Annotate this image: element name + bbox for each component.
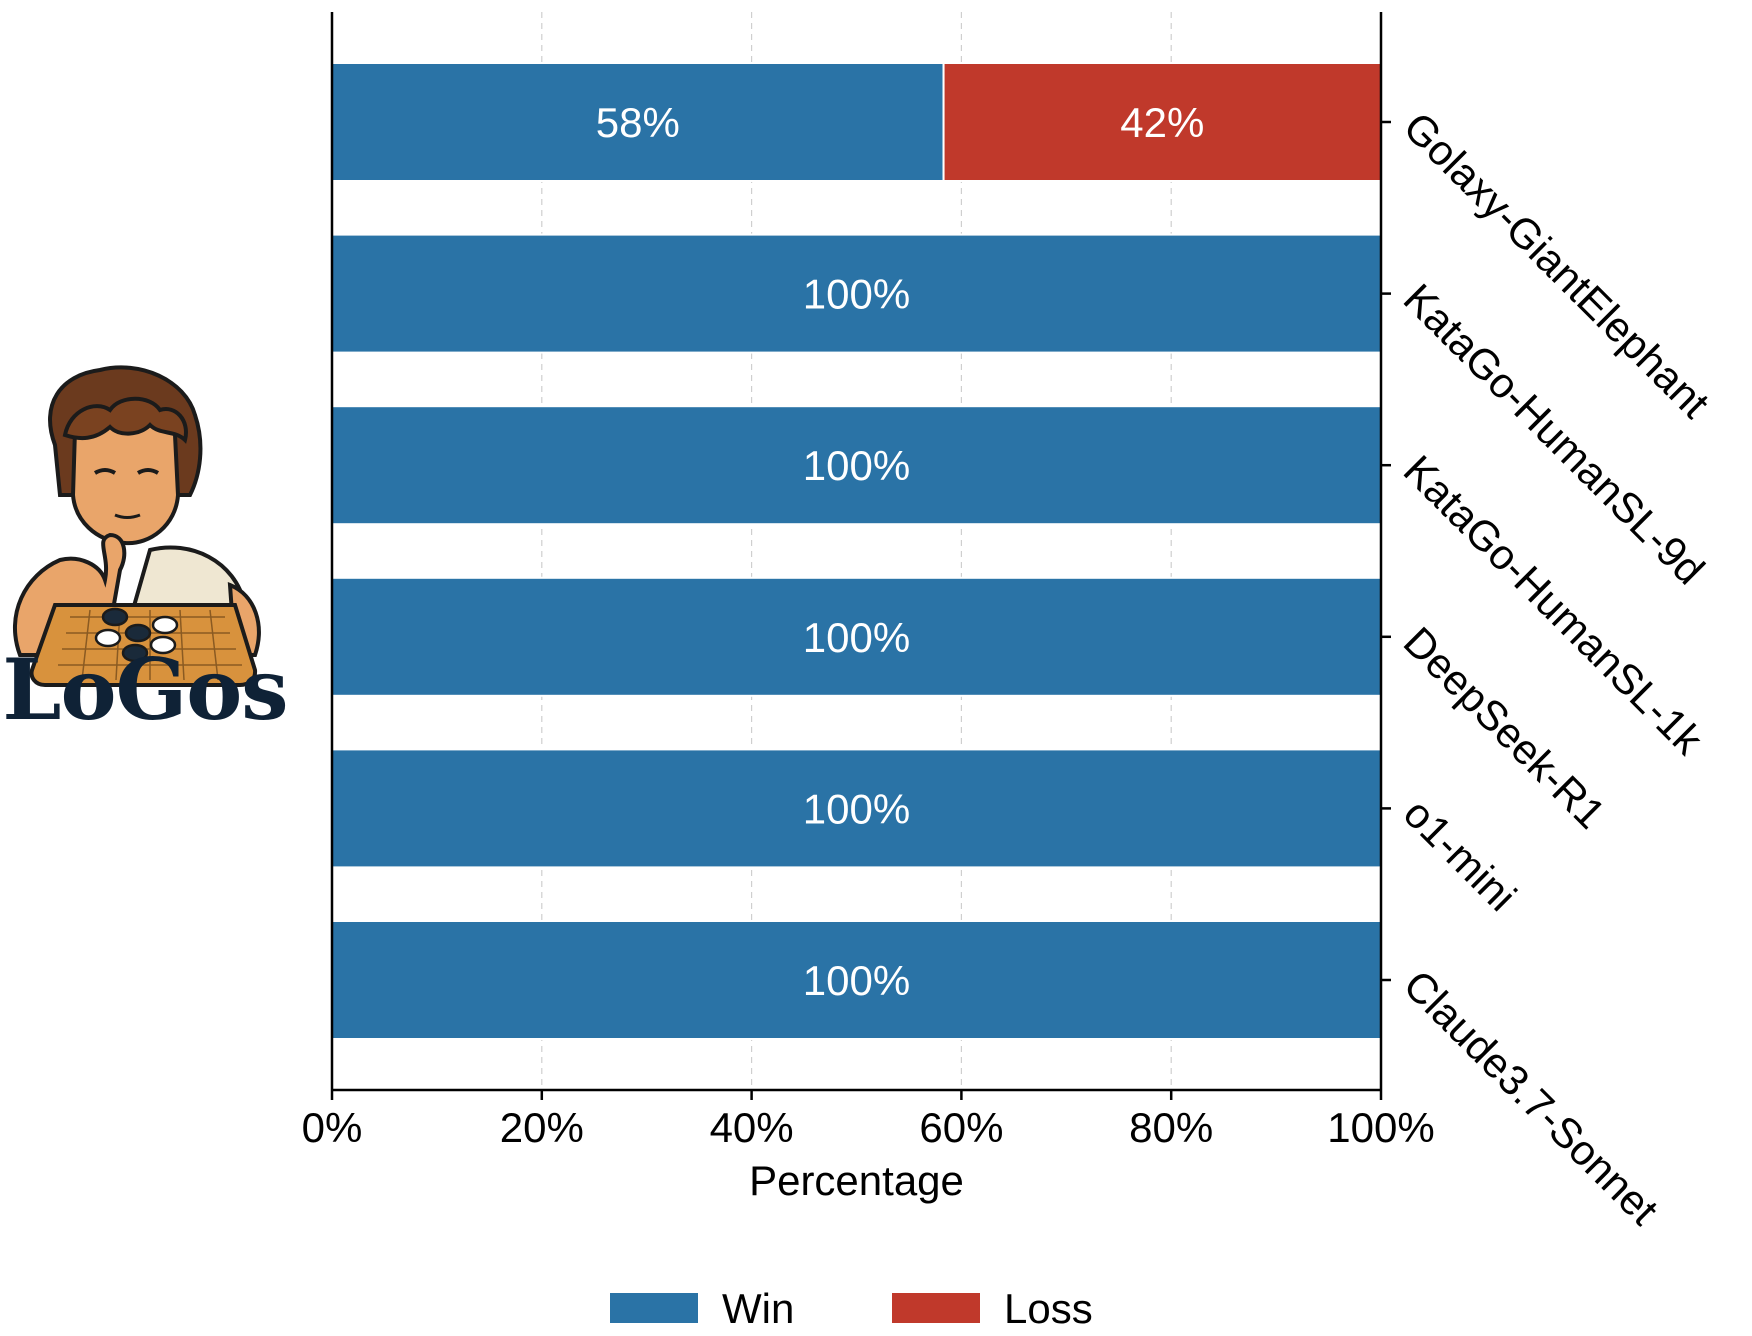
data-label: 42% <box>1120 99 1204 146</box>
x-tick-label: 80% <box>1129 1104 1213 1151</box>
data-label: 58% <box>596 99 680 146</box>
bar-loss <box>942 62 1383 182</box>
legend-swatch-loss <box>892 1293 980 1323</box>
data-label: 100% <box>803 442 910 489</box>
x-axis-title: Percentage <box>749 1157 964 1204</box>
category-label: Golaxy-GiantElephant <box>1395 103 1719 427</box>
bar-win <box>331 576 1382 697</box>
eye-left <box>93 468 117 475</box>
bar-win <box>331 920 1382 1040</box>
legend-label-loss: Loss <box>1004 1285 1093 1332</box>
bar-win <box>331 748 1382 869</box>
x-tick-label: 0% <box>302 1104 363 1151</box>
eye-right <box>136 468 160 475</box>
category-label: KataGo-HumanSL-1k <box>1395 446 1713 764</box>
logo-illustration <box>13 365 261 687</box>
category-label: Claude3.7-Sonnet <box>1395 961 1668 1234</box>
bar-win <box>331 405 1382 526</box>
logo-text: LoGos <box>2 640 288 739</box>
data-label: 100% <box>803 785 910 832</box>
x-tick-label: 60% <box>919 1104 1003 1151</box>
category-label: o1-mini <box>1395 789 1526 920</box>
data-label: 100% <box>803 271 910 318</box>
legend-swatch-win <box>610 1293 698 1323</box>
hair-curls <box>62 396 188 444</box>
data-label: 100% <box>803 614 910 661</box>
data-label: 100% <box>803 957 910 1004</box>
x-tick-label: 100% <box>1327 1104 1434 1151</box>
go-stones <box>94 607 179 663</box>
x-tick-label: 40% <box>710 1104 794 1151</box>
legend-label-win: Win <box>722 1285 794 1332</box>
bar-win <box>331 233 1382 354</box>
category-label: KataGo-HumanSL-9d <box>1395 275 1714 594</box>
x-tick-label: 20% <box>500 1104 584 1151</box>
mouth <box>114 513 141 519</box>
